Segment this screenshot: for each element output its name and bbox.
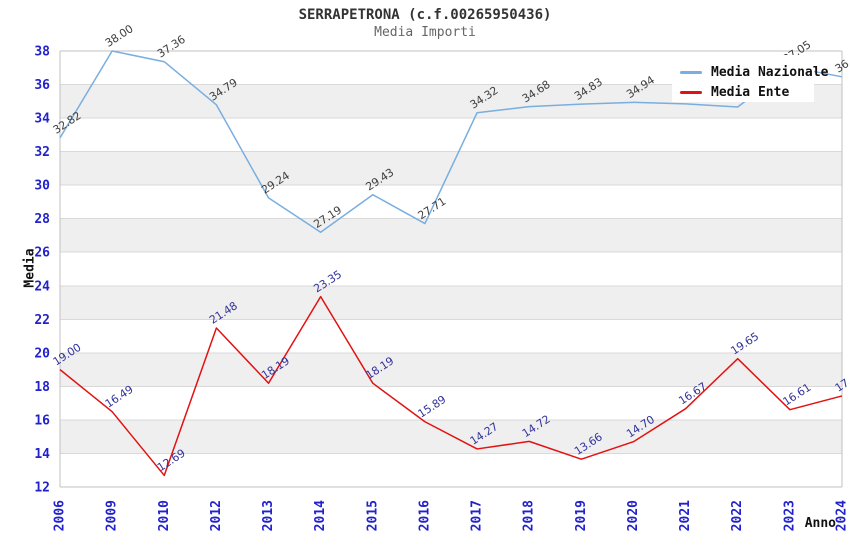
point-label: 16.49 — [103, 383, 136, 411]
y-tick-label: 34 — [34, 112, 50, 127]
chart-subtitle: Media Importi — [374, 25, 476, 40]
y-tick-label: 22 — [34, 313, 50, 328]
chart-title: SERRAPETRONA (c.f.00265950436) — [298, 7, 552, 23]
point-label: 37.36 — [155, 33, 188, 61]
legend-label-media-ente: Media Ente — [711, 84, 790, 100]
y-tick-label: 26 — [34, 246, 50, 261]
point-label: 38.00 — [103, 22, 136, 50]
y-tick-label: 20 — [34, 346, 50, 361]
x-tick-label: 2010 — [157, 500, 172, 531]
y-tick-label: 12 — [34, 481, 50, 496]
y-tick-label: 38 — [34, 45, 50, 60]
y-tick-label: 30 — [34, 179, 50, 194]
legend-label-media-nazionale: Media Nazionale — [711, 64, 829, 80]
series-line-media-nazionale — [59, 50, 843, 234]
legend-item-media-ente: Media Ente — [680, 82, 814, 102]
y-axis-title: Media — [23, 248, 38, 287]
x-tick-label: 2014 — [313, 500, 328, 531]
y-tick-label: 16 — [34, 413, 50, 428]
y-tick-label: 36 — [34, 78, 50, 93]
x-tick-label: 2015 — [365, 500, 380, 531]
band — [60, 285, 842, 320]
x-axis-title: Anno — [805, 516, 836, 531]
y-tick-label: 14 — [34, 447, 50, 462]
legend-item-media-nazionale: Media Nazionale — [680, 62, 828, 82]
point-label: 15.89 — [416, 393, 449, 421]
x-tick-label: 2017 — [470, 500, 485, 531]
band — [60, 352, 842, 387]
y-tick-label: 18 — [34, 380, 50, 395]
series-line-media-ente — [59, 295, 843, 477]
x-tick-label: 2012 — [209, 500, 224, 531]
x-tick-label: 2022 — [730, 500, 745, 531]
x-tick-label: 2020 — [626, 500, 641, 531]
x-tick-label: 2018 — [522, 500, 537, 531]
band — [60, 419, 842, 454]
y-tick-label: 24 — [34, 279, 50, 294]
x-tick-label: 2009 — [105, 500, 120, 531]
x-tick-label: 2023 — [782, 500, 797, 531]
legend-swatch-media-nazionale — [680, 70, 702, 74]
x-tick-label: 2024 — [835, 500, 850, 531]
x-tick-label: 2006 — [53, 500, 68, 531]
x-tick-label: 2013 — [261, 500, 276, 531]
x-tick-label: 2021 — [678, 500, 693, 531]
y-tick-label: 28 — [34, 212, 50, 227]
point-label: 36.46 — [833, 48, 850, 76]
y-tick-label: 32 — [34, 145, 50, 160]
point-label: 27.71 — [416, 195, 449, 223]
legend-swatch-media-ente — [680, 90, 702, 94]
x-tick-label: 2019 — [574, 500, 589, 531]
x-tick-label: 2016 — [417, 500, 432, 531]
legend: Media Nazionale Media Ente — [672, 55, 828, 102]
band — [60, 218, 842, 253]
